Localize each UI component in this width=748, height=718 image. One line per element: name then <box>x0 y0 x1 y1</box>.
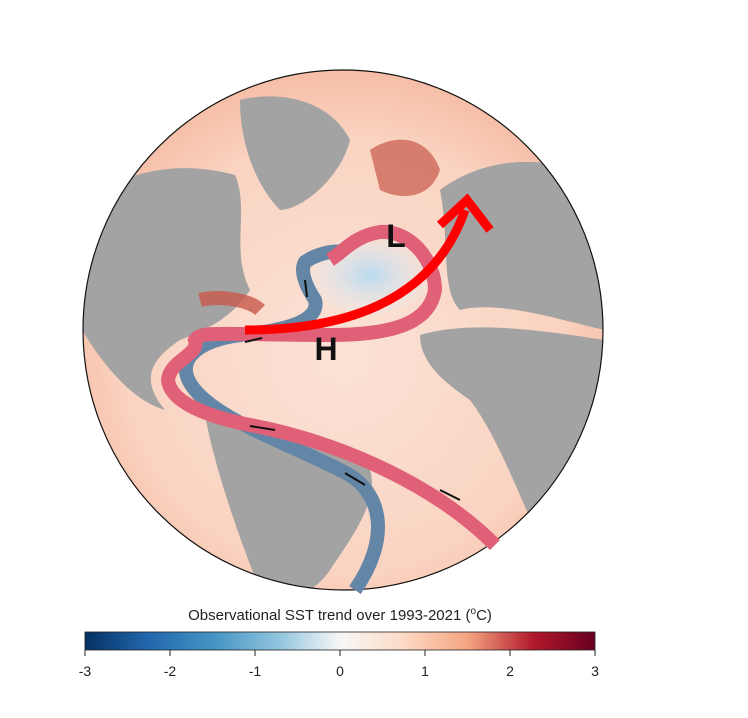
tick-label: 0 <box>336 663 344 679</box>
colorbar-ticks: -3 -2 -1 0 1 2 3 <box>79 650 599 679</box>
flow-arrows <box>244 279 461 501</box>
tick-label: 1 <box>421 663 429 679</box>
tick-label: -2 <box>164 663 177 679</box>
colorbar <box>84 631 596 651</box>
label-unit: C) <box>476 607 492 624</box>
heat-transport-arrow <box>244 208 470 335</box>
colorbar-label: Observational SST trend over 1993-2021 (… <box>188 606 492 624</box>
globe-outline <box>82 69 604 591</box>
high-pressure-label: H <box>314 331 337 367</box>
tick-label: -3 <box>79 663 92 679</box>
label-superscript: o <box>471 606 477 617</box>
tick-label: 2 <box>506 663 514 679</box>
warm-current <box>160 224 500 550</box>
low-pressure-label: L <box>386 218 406 254</box>
tick-label: 3 <box>591 663 599 679</box>
arrow-head <box>436 193 494 233</box>
tick-label: -1 <box>249 663 262 679</box>
north-america <box>83 168 250 410</box>
greenland <box>240 96 350 210</box>
warm-patch <box>370 139 440 196</box>
europe <box>440 161 603 330</box>
label-text: Observational SST trend over 1993-2021 ( <box>188 607 470 624</box>
warm-patch <box>198 291 265 316</box>
